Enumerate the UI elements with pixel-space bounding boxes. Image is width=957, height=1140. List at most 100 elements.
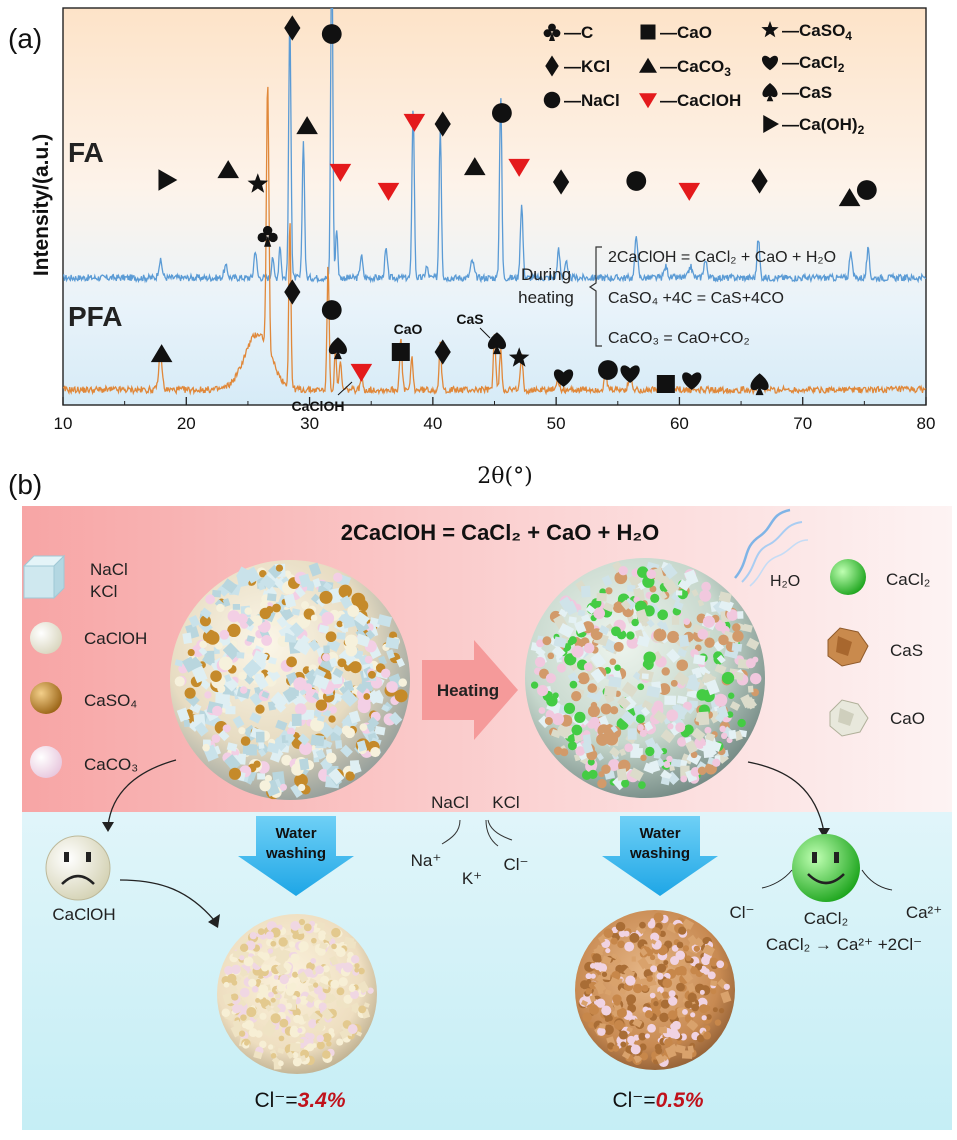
sphere-particle bbox=[396, 657, 406, 668]
sphere-particle bbox=[571, 645, 584, 658]
sphere-particle bbox=[635, 924, 647, 935]
sphere-particle bbox=[307, 984, 315, 993]
spade-marker bbox=[487, 332, 507, 355]
sphere-particle bbox=[348, 985, 356, 993]
square-marker bbox=[391, 343, 410, 361]
sphere-particle bbox=[344, 634, 358, 648]
sphere-particle bbox=[586, 978, 592, 984]
sphere-particle bbox=[244, 1020, 254, 1030]
sphere-particle bbox=[329, 657, 338, 668]
sphere-particle bbox=[697, 766, 707, 776]
cl-result-right: Cl⁻=0.5% bbox=[612, 1089, 703, 1112]
x-tick-label: 70 bbox=[793, 414, 812, 433]
sphere-particle bbox=[354, 967, 360, 973]
sphere-particle bbox=[676, 659, 689, 671]
sphere-particle bbox=[746, 637, 760, 651]
k-ion: K⁺ bbox=[462, 869, 482, 888]
square-marker bbox=[656, 375, 675, 393]
sphere-particle bbox=[723, 983, 730, 990]
sphere-particle bbox=[293, 638, 312, 656]
sphere-particle bbox=[315, 748, 326, 760]
legend-kcl: KCl bbox=[90, 582, 117, 601]
sphere-particle bbox=[650, 918, 656, 923]
legend-label: —NaCl bbox=[564, 91, 620, 110]
sphere-particle bbox=[270, 1013, 281, 1024]
sphere-particle bbox=[276, 983, 285, 992]
sphere-particle bbox=[386, 649, 395, 660]
sphere-particle bbox=[304, 968, 313, 978]
sphere-particle bbox=[675, 722, 686, 733]
sphere-particle bbox=[737, 611, 744, 619]
sphere-particle bbox=[564, 653, 577, 666]
sphere-particle bbox=[590, 652, 607, 669]
sphere-particle bbox=[603, 602, 615, 613]
sphere-particle bbox=[560, 748, 569, 757]
sphere-particle bbox=[320, 975, 330, 985]
heating-label: Heating bbox=[437, 681, 499, 700]
sphere-particle bbox=[682, 918, 695, 930]
sphere-particle bbox=[357, 980, 370, 994]
sphere-particle bbox=[232, 715, 245, 729]
sphere-particle bbox=[716, 960, 725, 969]
sphere-particle bbox=[667, 1010, 678, 1020]
sphere-particle bbox=[750, 672, 762, 685]
diamond-marker bbox=[284, 279, 301, 305]
sphere-particle bbox=[621, 779, 630, 788]
sphere-particle bbox=[606, 1015, 613, 1022]
sphere-particle bbox=[330, 979, 340, 989]
sphere-particle bbox=[630, 1044, 641, 1055]
sphere-particle bbox=[667, 630, 680, 643]
sphere-particle bbox=[312, 692, 321, 701]
sphere-particle bbox=[653, 700, 664, 711]
sphere-particle bbox=[701, 955, 711, 966]
sphere-particle bbox=[621, 681, 638, 698]
circle-marker bbox=[598, 360, 618, 380]
sphere-particle bbox=[279, 783, 287, 791]
sphere-particle bbox=[257, 773, 266, 780]
peak-markers bbox=[150, 15, 877, 396]
sphere-particle bbox=[632, 983, 643, 994]
sphere-particle bbox=[212, 705, 223, 717]
sphere-particle bbox=[346, 940, 357, 949]
sphere-particle bbox=[639, 921, 646, 929]
sphere-particle bbox=[322, 653, 331, 662]
sphere-particle bbox=[267, 1044, 274, 1050]
sphere-particle bbox=[268, 991, 275, 998]
happy-arrow-in-head bbox=[818, 828, 830, 838]
sphere-particle bbox=[604, 989, 612, 996]
sphere-particle bbox=[318, 992, 327, 1001]
sphere-particle bbox=[222, 642, 241, 661]
sphere-particle bbox=[590, 667, 606, 684]
sphere-particle bbox=[249, 931, 257, 940]
happy-face-icon bbox=[792, 834, 860, 902]
left-sphere bbox=[170, 560, 410, 800]
sphere-particle bbox=[703, 968, 710, 975]
legend-label: —CaS bbox=[782, 83, 832, 102]
sphere-particle bbox=[329, 706, 337, 714]
sphere-particle bbox=[322, 1050, 331, 1059]
sphere-particle bbox=[656, 620, 667, 630]
sphere-particle bbox=[653, 628, 667, 642]
sphere-particle bbox=[267, 564, 282, 579]
redtriangle-marker bbox=[639, 93, 657, 109]
sphere-particle bbox=[322, 965, 330, 973]
sphere-particle bbox=[626, 969, 636, 978]
sphere-particle bbox=[597, 935, 606, 944]
sphere-particle bbox=[583, 662, 593, 672]
heart-marker bbox=[620, 365, 640, 383]
sphere-particle bbox=[677, 737, 687, 747]
sphere-particle bbox=[629, 932, 640, 943]
sphere-particle bbox=[394, 689, 408, 703]
sphere-particle bbox=[660, 769, 673, 782]
sphere-particle bbox=[666, 648, 681, 663]
sphere-particle bbox=[718, 634, 729, 646]
sphere-particle bbox=[620, 710, 637, 726]
sphere-particle bbox=[671, 945, 679, 952]
sphere-particle bbox=[714, 693, 728, 707]
sphere-particle bbox=[199, 607, 212, 619]
sphere-particle bbox=[381, 704, 390, 713]
sphere-particle bbox=[685, 955, 692, 962]
sphere-particle bbox=[321, 611, 335, 625]
sphere-particle bbox=[257, 581, 266, 591]
sphere-particle bbox=[259, 780, 271, 792]
